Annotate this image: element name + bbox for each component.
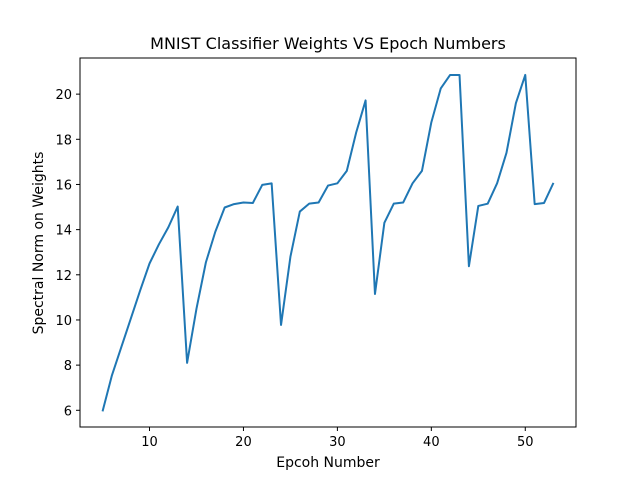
y-tick-label: 8: [64, 359, 72, 374]
axes-frame: [79, 57, 577, 428]
y-tick-label: 6: [64, 404, 72, 419]
y-tick-label: 10: [55, 314, 72, 329]
chart-title: MNIST Classifier Weights VS Epoch Number…: [150, 34, 506, 53]
x-tick-label: 10: [141, 435, 158, 450]
x-axis-ticks: 10 20 30 40 50: [141, 427, 534, 450]
y-tick-label: 12: [55, 269, 72, 284]
x-tick-label: 30: [329, 435, 346, 450]
y-tick-label: 20: [55, 88, 72, 103]
y-axis-label: Spectral Norm on Weights: [31, 152, 47, 335]
y-tick-label: 16: [55, 178, 72, 193]
x-axis-label: Epcoh Number: [276, 455, 380, 471]
series-line-0: [101, 73, 555, 412]
plot-area: [79, 57, 577, 428]
y-tick-label: 18: [55, 133, 72, 148]
x-tick-label: 20: [235, 435, 252, 450]
x-tick-label: 50: [517, 435, 534, 450]
y-axis-ticks: 6 8 10 12 14 16 18 20: [55, 88, 80, 419]
y-tick-label: 14: [55, 224, 72, 239]
x-tick-label: 40: [423, 435, 440, 450]
